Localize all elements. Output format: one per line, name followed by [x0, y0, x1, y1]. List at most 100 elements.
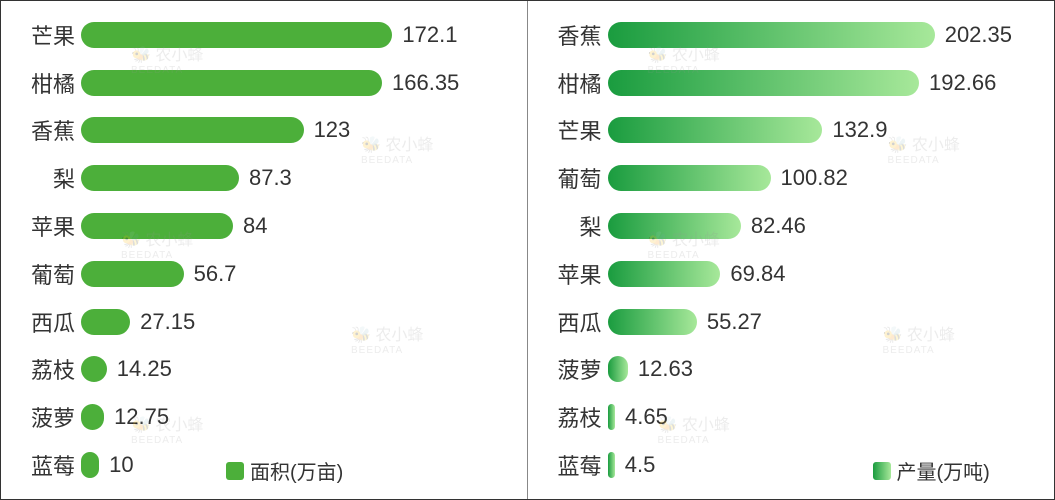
bar-area: 123 [81, 117, 512, 143]
value-label: 4.5 [625, 452, 656, 478]
chart-container: 芒果172.1柑橘166.35香蕉123梨87.3苹果84葡萄56.7西瓜27.… [1, 1, 1054, 499]
bar-row: 柑橘166.35 [11, 61, 512, 105]
category-label: 蓝莓 [11, 449, 81, 481]
value-label: 27.15 [140, 309, 195, 335]
category-label: 柑橘 [538, 67, 608, 99]
value-label: 172.1 [402, 22, 457, 48]
bar [608, 261, 721, 287]
bar [608, 22, 935, 48]
bar [81, 356, 107, 382]
bar [608, 452, 615, 478]
category-label: 香蕉 [538, 19, 608, 51]
category-label: 葡萄 [538, 162, 608, 194]
bar [608, 309, 697, 335]
left-legend: 面积(万亩) [226, 456, 343, 485]
bar [608, 70, 920, 96]
bar [81, 165, 239, 191]
value-label: 202.35 [945, 22, 1012, 48]
right-bar-rows: 香蕉202.35柑橘192.66芒果132.9葡萄100.82梨82.46苹果6… [538, 11, 1040, 489]
category-label: 苹果 [538, 258, 608, 290]
bar-area: 4.65 [608, 404, 1040, 430]
bar-row: 苹果 84 [11, 204, 512, 248]
right-legend-swatch [873, 462, 891, 480]
bar-row: 葡萄 100.82 [538, 156, 1040, 200]
category-label: 香蕉 [11, 114, 81, 146]
value-label: 4.65 [625, 404, 668, 430]
category-label: 荔枝 [538, 401, 608, 433]
category-label: 菠萝 [11, 401, 81, 433]
bar-area: 55.27 [608, 309, 1040, 335]
bar-row: 芒果172.1 [11, 13, 512, 57]
bar [81, 22, 392, 48]
bar [608, 213, 741, 239]
bar-row: 菠萝 12.63 [538, 347, 1040, 391]
bar [608, 356, 628, 382]
bar-area: 12.63 [608, 356, 1040, 382]
value-label: 87.3 [249, 165, 292, 191]
value-label: 84 [243, 213, 267, 239]
right-panel: 香蕉202.35柑橘192.66芒果132.9葡萄100.82梨82.46苹果6… [528, 1, 1055, 499]
bar-area: 100.82 [608, 165, 1040, 191]
bar-area: 14.25 [81, 356, 512, 382]
right-legend-label: 产量(万吨) [897, 456, 990, 485]
bar [608, 117, 823, 143]
value-label: 82.46 [751, 213, 806, 239]
category-label: 菠萝 [538, 353, 608, 385]
bar [81, 213, 233, 239]
value-label: 14.25 [117, 356, 172, 382]
bar-row: 梨 82.46 [538, 204, 1040, 248]
bar-area: 172.1 [81, 22, 512, 48]
category-label: 西瓜 [538, 306, 608, 338]
bar-row: 荔枝 4.65 [538, 395, 1040, 439]
category-label: 西瓜 [11, 306, 81, 338]
bar [608, 404, 616, 430]
value-label: 132.9 [832, 117, 887, 143]
category-label: 荔枝 [11, 353, 81, 385]
value-label: 56.7 [194, 261, 237, 287]
category-label: 柑橘 [11, 67, 81, 99]
bar-area: 84 [81, 213, 512, 239]
value-label: 55.27 [707, 309, 762, 335]
value-label: 12.63 [638, 356, 693, 382]
category-label: 梨 [11, 162, 81, 194]
bar-area: 132.9 [608, 117, 1040, 143]
bar [81, 309, 130, 335]
bar-row: 西瓜 55.27 [538, 300, 1040, 344]
bar-area: 82.46 [608, 213, 1040, 239]
value-label: 69.84 [730, 261, 785, 287]
bar [81, 261, 184, 287]
bar-row: 柑橘192.66 [538, 61, 1040, 105]
left-bar-rows: 芒果172.1柑橘166.35香蕉123梨87.3苹果84葡萄56.7西瓜27.… [11, 11, 512, 489]
bar-row: 香蕉 123 [11, 108, 512, 152]
bar-row: 荔枝 14.25 [11, 347, 512, 391]
bar-area: 87.3 [81, 165, 512, 191]
bar-row: 香蕉 202.35 [538, 13, 1040, 57]
value-label: 12.75 [114, 404, 169, 430]
value-label: 10 [109, 452, 133, 478]
bar-row: 芒果 132.9 [538, 108, 1040, 152]
bar [81, 117, 304, 143]
value-label: 123 [314, 117, 351, 143]
category-label: 苹果 [11, 210, 81, 242]
bar-row: 苹果 69.84 [538, 252, 1040, 296]
bar-row: 葡萄 56.7 [11, 252, 512, 296]
bar-area: 202.35 [608, 22, 1040, 48]
bar [81, 404, 104, 430]
bar-area: 166.35 [81, 70, 512, 96]
value-label: 100.82 [781, 165, 848, 191]
category-label: 梨 [538, 210, 608, 242]
category-label: 葡萄 [11, 258, 81, 290]
bar [608, 165, 771, 191]
bar-area: 192.66 [608, 70, 1040, 96]
bar-area: 27.15 [81, 309, 512, 335]
bar [81, 452, 99, 478]
bar-area: 12.75 [81, 404, 512, 430]
bar-row: 菠萝 12.75 [11, 395, 512, 439]
bar-row: 西瓜 27.15 [11, 300, 512, 344]
bar [81, 70, 382, 96]
bar-area: 56.7 [81, 261, 512, 287]
category-label: 蓝莓 [538, 449, 608, 481]
bar-row: 梨 87.3 [11, 156, 512, 200]
bar-area: 69.84 [608, 261, 1040, 287]
category-label: 芒果 [538, 114, 608, 146]
